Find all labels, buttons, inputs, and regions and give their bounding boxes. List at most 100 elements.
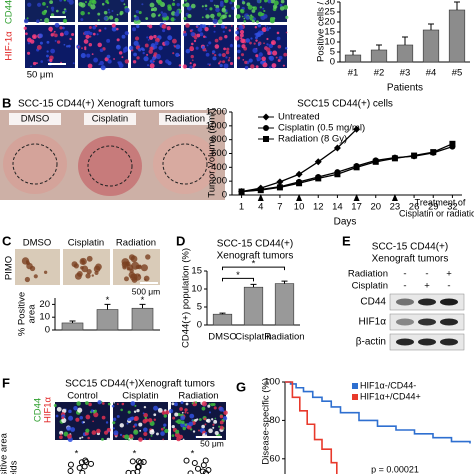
label: 23 xyxy=(390,202,401,213)
marker xyxy=(333,144,341,152)
cell xyxy=(93,57,99,63)
cell xyxy=(274,6,277,9)
cell xyxy=(67,433,72,439)
label: #5 xyxy=(452,68,463,79)
cell xyxy=(23,18,29,24)
cell xyxy=(213,419,218,424)
cell xyxy=(214,417,217,420)
dot xyxy=(191,460,198,467)
cell xyxy=(61,416,65,420)
label: 15 xyxy=(191,266,202,277)
stain xyxy=(24,276,31,283)
cell xyxy=(201,45,205,50)
cell xyxy=(193,39,197,43)
label: - xyxy=(447,281,450,292)
marker xyxy=(263,136,269,142)
cell xyxy=(161,410,167,415)
cell xyxy=(99,29,102,32)
survival-curve xyxy=(285,381,471,444)
cell xyxy=(257,11,263,17)
cell xyxy=(123,3,126,6)
cell xyxy=(164,428,169,434)
cell xyxy=(89,35,92,38)
cell xyxy=(121,34,126,39)
cell xyxy=(148,418,153,423)
cell xyxy=(238,25,244,31)
bracket xyxy=(222,266,285,271)
dot xyxy=(199,468,206,474)
label: Control xyxy=(67,391,98,402)
label: + xyxy=(424,281,430,292)
cell xyxy=(224,26,228,29)
cell xyxy=(150,434,153,437)
cell xyxy=(267,51,271,56)
cell xyxy=(136,24,140,29)
cell xyxy=(59,32,64,37)
cell xyxy=(53,403,57,407)
tumor-outline xyxy=(87,145,133,187)
band xyxy=(396,318,414,326)
cell xyxy=(147,24,149,27)
cell xyxy=(128,439,130,441)
cell xyxy=(87,12,91,15)
cell xyxy=(230,25,233,27)
cell xyxy=(76,401,81,406)
label: Radiation xyxy=(165,114,205,125)
stain xyxy=(85,273,91,279)
cell xyxy=(63,0,66,2)
cell xyxy=(60,433,63,436)
cell xyxy=(111,26,117,32)
label: SCC15 CD44(+)Xenograft tumors xyxy=(65,379,215,390)
cell xyxy=(190,54,194,59)
dot xyxy=(78,459,85,466)
error-bar xyxy=(250,283,257,288)
cell xyxy=(250,64,255,69)
cell xyxy=(163,423,167,427)
cell xyxy=(106,54,111,59)
marker xyxy=(263,125,269,131)
cell xyxy=(184,423,188,426)
cell xyxy=(174,402,178,407)
cell xyxy=(219,420,224,425)
label: * xyxy=(133,449,137,460)
cell xyxy=(158,45,163,51)
cell xyxy=(68,0,74,5)
label: 0 xyxy=(222,190,227,201)
error-bar xyxy=(219,312,226,315)
cell xyxy=(84,0,88,4)
stain xyxy=(33,274,38,279)
cell xyxy=(25,32,28,36)
cell xyxy=(92,25,97,30)
cell xyxy=(276,31,280,35)
cell xyxy=(190,32,196,37)
cell xyxy=(175,52,180,58)
cell xyxy=(197,27,203,32)
cell xyxy=(70,427,76,432)
cell xyxy=(208,25,211,27)
cell xyxy=(111,23,116,28)
cell xyxy=(176,2,180,7)
cell xyxy=(255,39,258,42)
cell xyxy=(85,414,91,420)
cell xyxy=(83,39,89,44)
cell xyxy=(23,26,27,30)
cell xyxy=(241,44,246,49)
cell xyxy=(191,59,194,61)
cell xyxy=(184,2,190,8)
cell xyxy=(42,2,46,6)
cell xyxy=(251,19,255,23)
cell xyxy=(143,405,147,409)
cell xyxy=(112,427,115,430)
dot xyxy=(183,457,190,464)
label: 0 xyxy=(197,320,202,331)
error-bar xyxy=(376,44,382,50)
stain xyxy=(81,260,86,265)
cell xyxy=(191,42,194,46)
cell xyxy=(184,411,187,414)
cell xyxy=(266,26,269,29)
cell xyxy=(264,46,268,51)
tumor xyxy=(153,134,217,194)
series-line xyxy=(241,145,453,193)
cell xyxy=(244,65,249,70)
cell xyxy=(116,13,119,16)
